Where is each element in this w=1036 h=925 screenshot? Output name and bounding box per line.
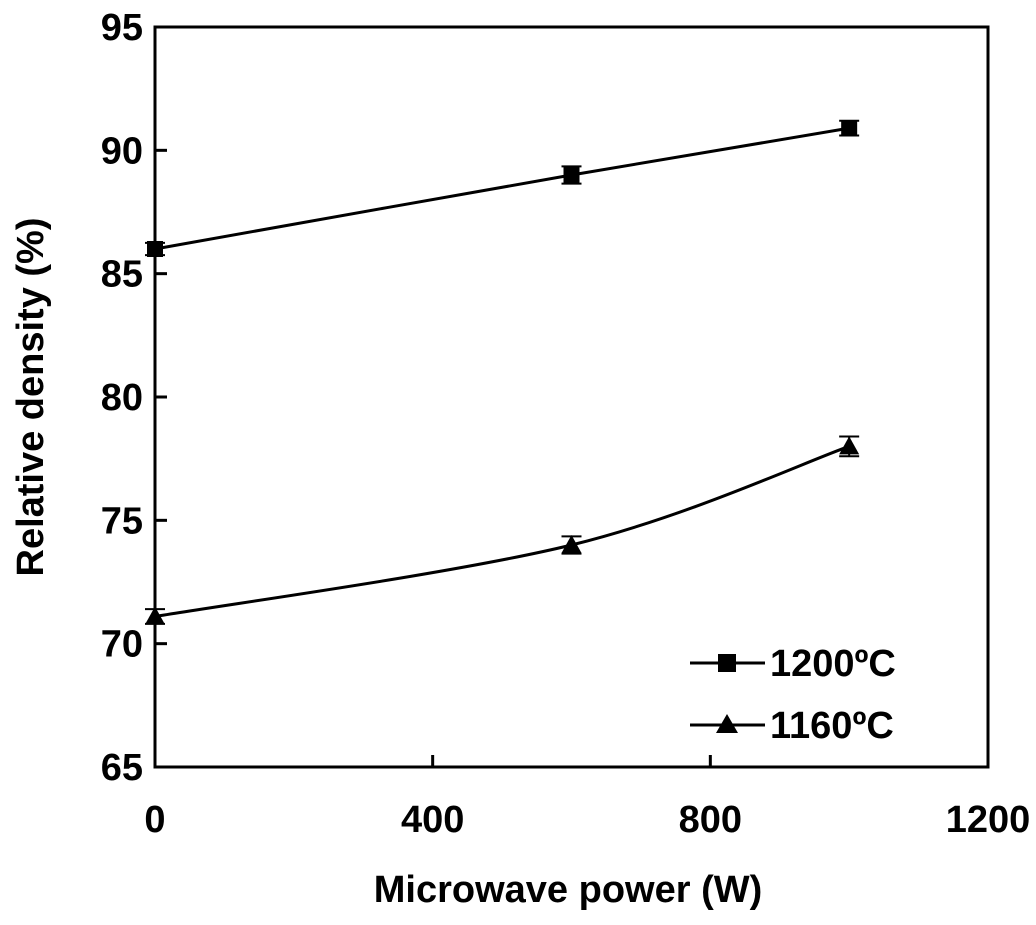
x-tick-label: 800: [679, 799, 742, 841]
data-point-triangle: [145, 606, 165, 625]
x-axis-title: Microwave power (W): [374, 869, 763, 911]
x-tick-label: 400: [401, 799, 464, 841]
y-axis: 65 70 75 80 85 90 95: [101, 7, 167, 789]
legend-label-1160: 1160ºC: [770, 705, 894, 747]
y-tick-label: 65: [101, 747, 143, 789]
x-tick-label: 1200: [946, 799, 1031, 841]
legend: 1200ºC 1160ºC: [690, 643, 896, 747]
series-line-1: [154, 444, 850, 619]
y-tick-label: 80: [101, 377, 143, 419]
y-tick-label: 70: [101, 624, 143, 666]
y-tick-label: 95: [101, 7, 143, 49]
x-axis: 0 400 800 1200: [144, 755, 1030, 841]
y-tick-label: 90: [101, 130, 143, 172]
y-axis-title: Relative density (%): [10, 218, 52, 577]
x-tick-label: 0: [144, 799, 165, 841]
y-tick-label: 85: [101, 254, 143, 296]
data-point-square: [841, 120, 858, 137]
data-point-triangle: [839, 436, 860, 455]
data-point-square: [147, 241, 163, 257]
legend-marker-square: [718, 654, 736, 672]
legend-label-1200: 1200ºC: [770, 643, 896, 685]
data-point-triangle: [561, 535, 582, 553]
y-tick-label: 75: [101, 500, 143, 542]
data-point-square: [563, 167, 580, 183]
series-line-0: [154, 126, 850, 251]
series-layer: [145, 119, 860, 625]
legend-marker-triangle: [716, 714, 738, 733]
